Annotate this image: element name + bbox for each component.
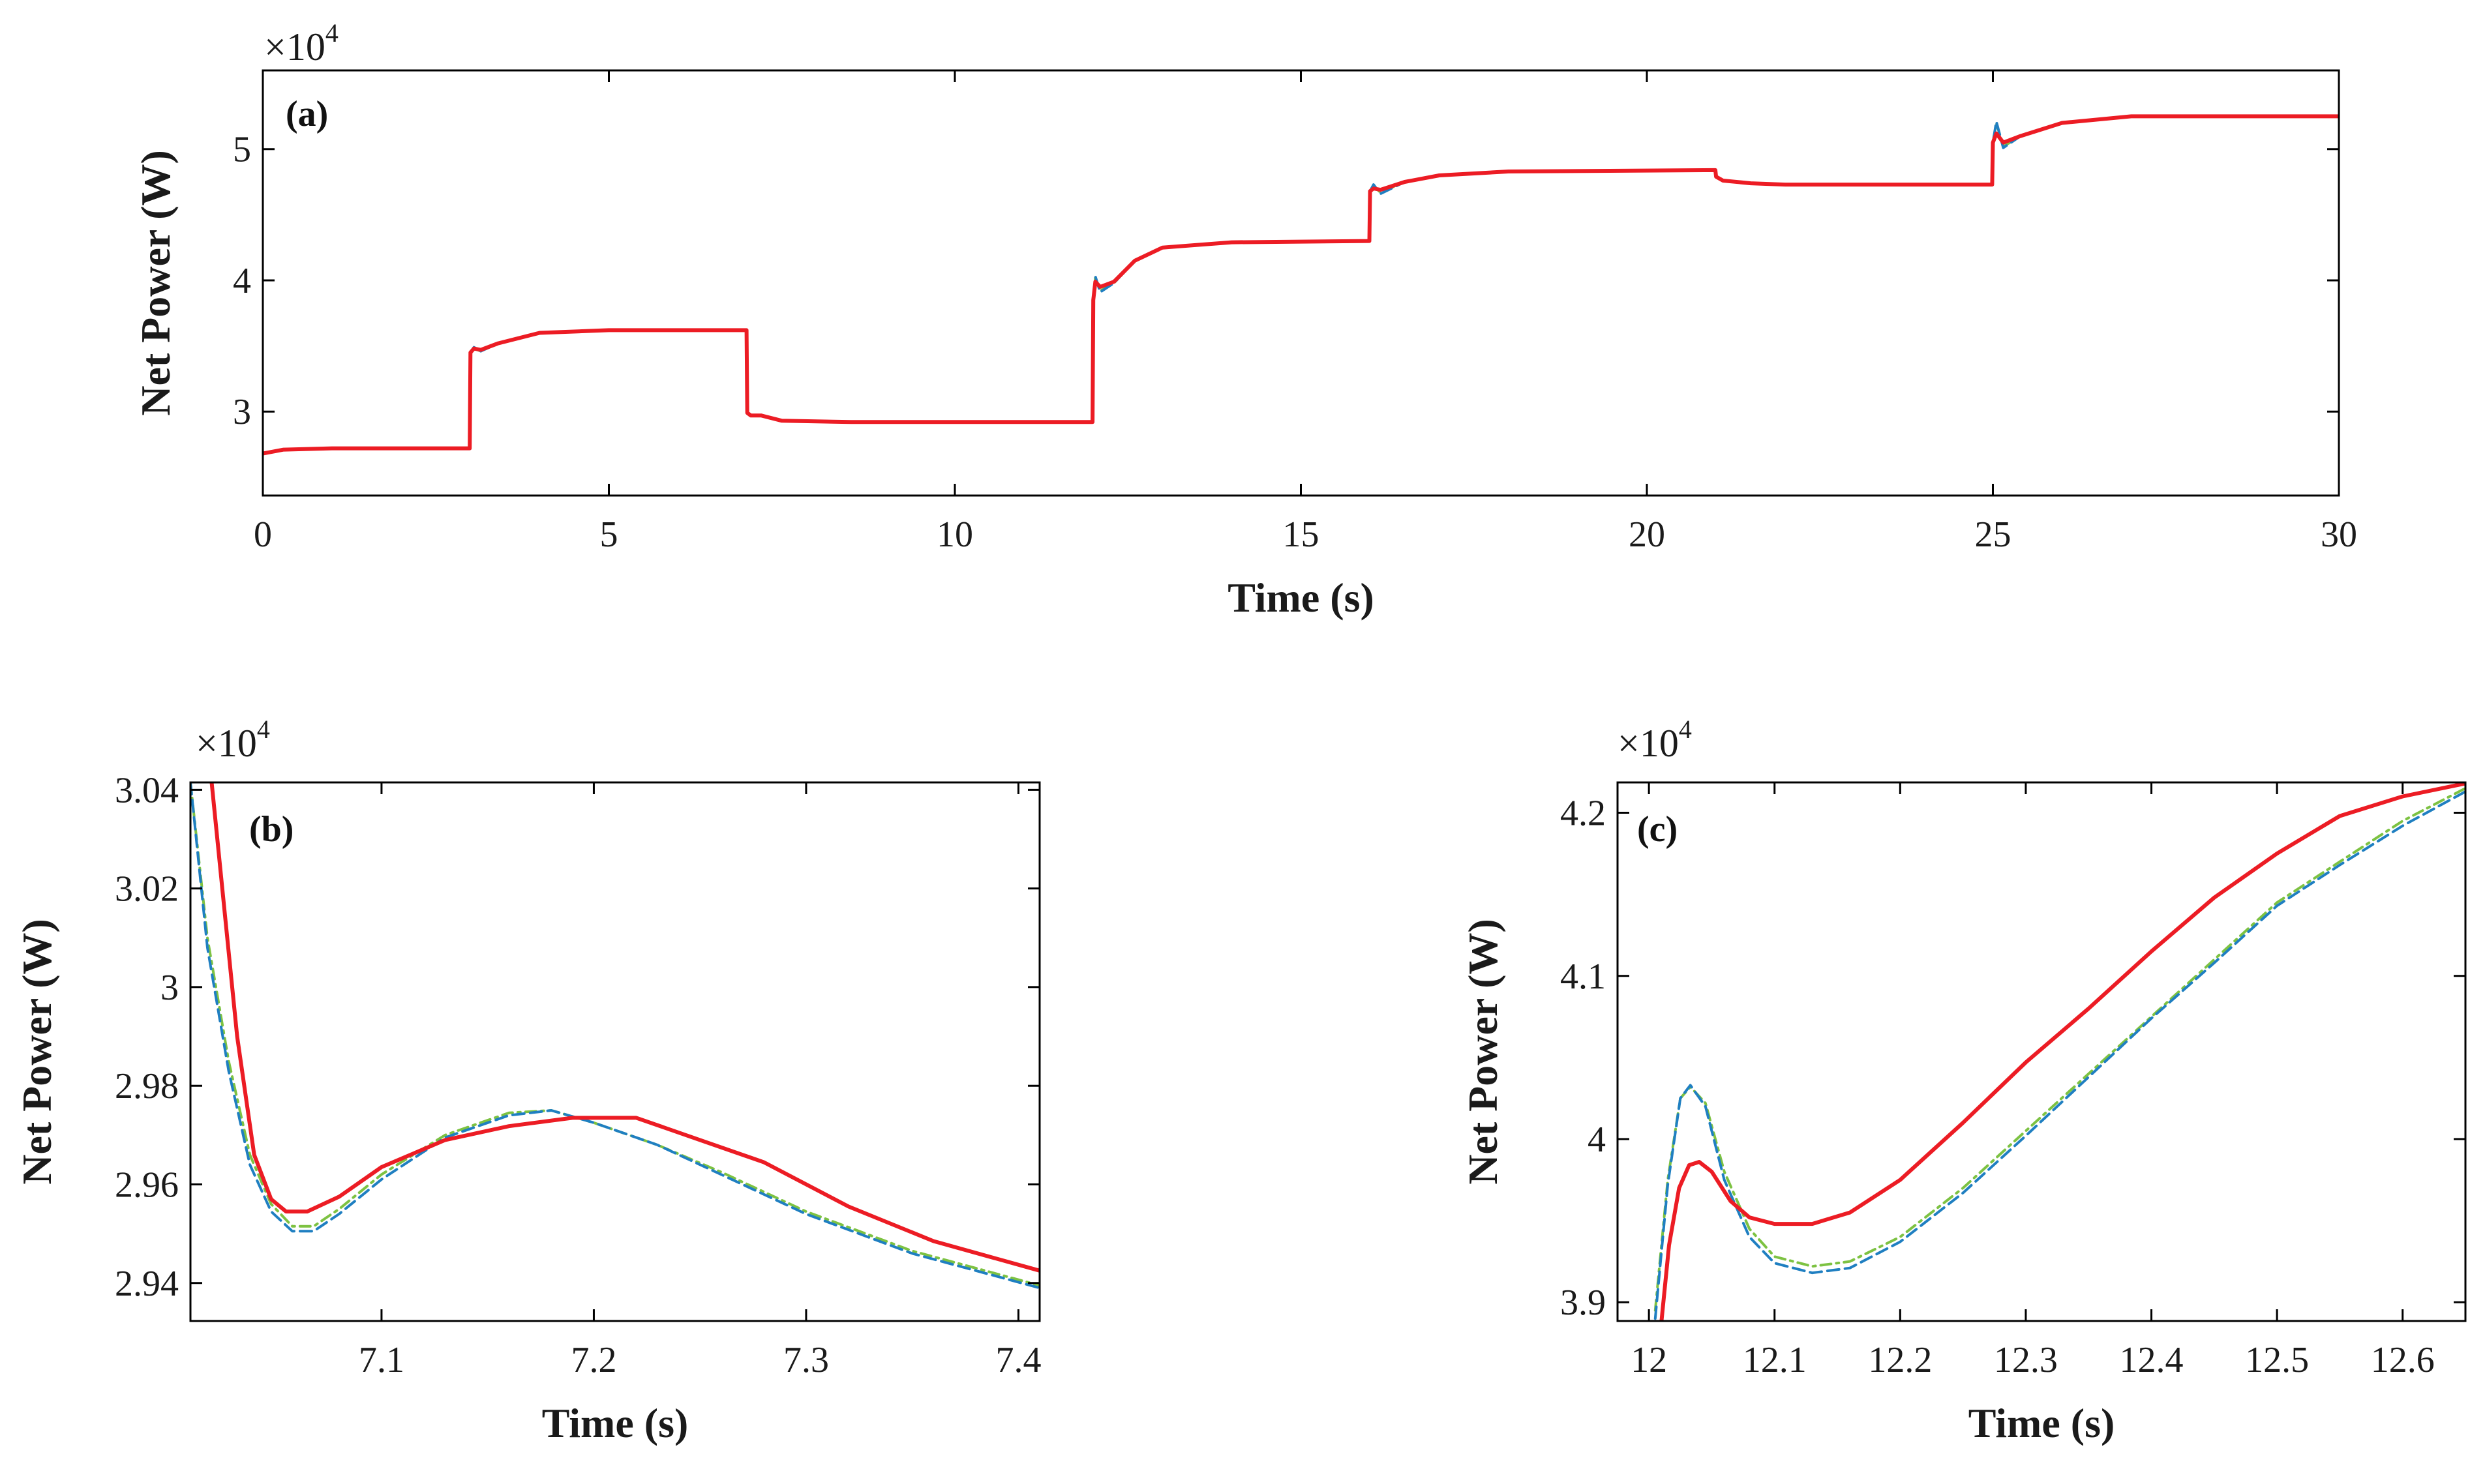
x-tick-label: 12.4 [2120,1340,2184,1380]
y-multiplier-base: ×10 [264,25,325,68]
y-tick-label: 4 [1588,1120,1606,1160]
x-axis-title: Time (s) [1227,574,1374,621]
panel-label: (b) [249,809,294,850]
x-tick-label: 12.2 [1868,1340,1932,1380]
series-line-blue [263,115,2339,455]
panel-label: (c) [1637,809,1678,850]
y-axis-title: Net Power (W) [132,150,179,416]
y-tick-label: 3.9 [1560,1283,1606,1323]
y-multiplier: ×104 [1618,715,1692,765]
y-tick-label: 4.1 [1560,957,1606,997]
x-tick-label: 5 [600,514,618,555]
x-tick-label: 12.6 [2371,1340,2435,1380]
x-tick-label: 12 [1631,1340,1667,1380]
series-group [1653,782,2465,1321]
y-tick-label: 3 [160,968,179,1008]
x-tick-label: 20 [1629,514,1665,555]
x-tick-label: 7.3 [783,1340,829,1380]
y-axis-title: Net Power (W) [1460,919,1506,1185]
series-line-red [209,782,1040,1273]
x-tick-label: 10 [937,514,973,555]
series-line-green [190,782,1040,1287]
y-multiplier-base: ×10 [1618,722,1679,765]
y-multiplier-base: ×10 [196,722,257,765]
y-multiplier: ×104 [196,715,270,765]
series-line-blue [190,782,1040,1290]
x-tick-label: 15 [1283,514,1319,555]
y-tick-label: 3.04 [115,770,179,810]
y-tick-label: 3.02 [115,869,179,910]
plot-frame [189,781,1041,1322]
panel-b: 7.1 7.2 7.3 7.4 2.94 2.96 2.98 3 3.02 3.04 ×104 (b)… [14,715,1041,1446]
x-axis-title: Time (s) [542,1400,689,1446]
series-line-green [263,115,2339,455]
y-tick-label: 4 [233,261,251,301]
y-multiplier-exponent: 4 [1679,715,1692,744]
x-tick-label: 12.5 [2245,1340,2309,1380]
plot-frame [1616,781,2467,1322]
series-line-blue [1653,790,2465,1320]
x-tick-label: 12.1 [1743,1340,1807,1380]
y-tick-label: 4.2 [1560,794,1606,834]
series-line-red [263,114,2339,456]
y-tick-label: 2.96 [115,1165,179,1205]
y-tick-label: 2.98 [115,1066,179,1106]
y-tick-label: 2.94 [115,1264,179,1304]
series-line-red [1659,782,2465,1321]
x-tick-label: 12.3 [1994,1340,2058,1380]
panel-label: (a) [286,94,328,134]
x-tick-label: 7.1 [359,1340,404,1380]
x-tick-label: 7.4 [995,1340,1041,1380]
y-tick-label: 3 [233,392,251,432]
y-axis-title: Net Power (W) [14,919,60,1185]
x-tick-label: 25 [1975,514,2011,555]
series-line-green [1653,787,2465,1312]
series-group [190,782,1040,1290]
x-tick-label: 30 [2321,514,2357,555]
y-multiplier-exponent: 4 [257,715,270,744]
x-tick-label: 0 [254,514,272,555]
panel-c: 12 12.1 12.2 12.3 12.4 12.5 12.63.944.14.2×104… [1460,715,2467,1446]
y-multiplier: ×104 [264,18,339,68]
y-tick-label: 5 [233,130,251,170]
y-multiplier-exponent: 4 [325,18,339,48]
x-axis-title: Time (s) [1968,1400,2115,1446]
x-tick-label: 7.2 [571,1340,616,1380]
series-group [263,114,2339,456]
